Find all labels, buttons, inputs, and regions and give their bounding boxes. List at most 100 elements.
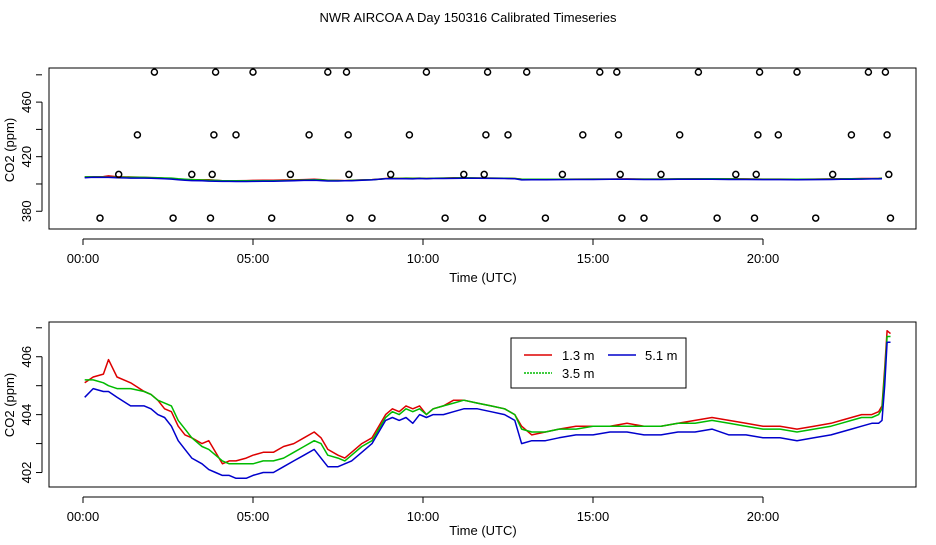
calibration-point	[114, 170, 123, 179]
calibration-point	[344, 131, 352, 139]
calibration-point	[211, 68, 220, 76]
calibration-point	[732, 170, 740, 179]
top-x-tick-label: 05:00	[237, 251, 270, 266]
calibration-point	[133, 131, 142, 139]
top-plot-frame	[48, 67, 917, 230]
calibration-point	[886, 214, 895, 222]
calibration-point	[541, 214, 550, 222]
legend-label-3-5m: 3.5 m	[562, 366, 595, 381]
calibration-point	[522, 68, 531, 76]
calibration-point	[883, 131, 891, 139]
calibration-point	[847, 131, 856, 139]
series-line-1-3-m	[84, 329, 891, 465]
top-x-tick-label: 20:00	[747, 251, 780, 266]
top-x-label: Time (UTC)	[449, 270, 516, 285]
calibration-point	[422, 68, 431, 76]
calibration-point	[482, 131, 490, 139]
chart-title: NWR AIRCOA A Day 150316 Calibrated Times…	[320, 10, 617, 25]
calibration-point	[483, 68, 492, 76]
top-x-tick-label: 00:00	[67, 251, 100, 266]
calibration-point	[694, 68, 703, 76]
calibration-point	[752, 170, 760, 179]
top-x-axis: 00:00 05:00 10:00 15:00 20:00	[67, 238, 780, 266]
calibration-point	[346, 214, 354, 222]
calibration-point	[793, 68, 801, 76]
calibration-point	[881, 68, 890, 76]
bottom-y-axis: 402 404 406	[19, 327, 43, 484]
series-line-3-5-m	[84, 335, 891, 465]
calibration-point	[208, 170, 216, 179]
top-y-tick-label: 380	[19, 200, 34, 222]
calibration-point	[460, 170, 468, 179]
calibration-point	[613, 68, 621, 76]
bottom-x-tick-label: 15:00	[577, 509, 610, 524]
legend-label-5-1m: 5.1 m	[645, 348, 678, 363]
calibration-point	[596, 68, 604, 76]
calibration-point	[324, 68, 332, 76]
calibration-point	[750, 214, 759, 222]
bottom-plot-area	[84, 329, 891, 480]
bottom-panel: 00:00 05:00 10:00 15:00 20:00 402 404 406 Time…	[2, 321, 917, 538]
top-series-line-5-1-m	[84, 176, 883, 183]
calibration-point	[504, 131, 512, 139]
calibration-point	[657, 170, 665, 179]
bottom-y-tick-label: 402	[19, 462, 34, 484]
legend-label-1-3m: 1.3 m	[562, 348, 595, 363]
calibration-point	[286, 170, 295, 179]
calibration-point	[206, 214, 215, 222]
calibration-point	[386, 170, 395, 179]
calibration-point	[675, 131, 684, 139]
calibration-point	[441, 214, 449, 222]
legend-box	[510, 337, 687, 389]
bottom-plot-frame	[48, 321, 917, 488]
calibration-point	[210, 131, 218, 139]
bottom-y-tick-label: 406	[19, 346, 34, 368]
calibration-point	[150, 68, 159, 76]
calibration-point	[754, 131, 762, 139]
calibration-point	[96, 214, 104, 222]
calibration-point	[405, 131, 414, 139]
calibration-point	[169, 214, 177, 222]
calibration-point	[579, 131, 587, 139]
bottom-y-label: CO2 (ppm)	[2, 373, 17, 437]
calibration-point	[342, 68, 351, 76]
calibration-point	[755, 68, 764, 76]
top-x-tick-label: 15:00	[577, 251, 610, 266]
bottom-x-tick-label: 00:00	[67, 509, 100, 524]
series-line-5-1-m	[84, 341, 891, 480]
calibration-point	[345, 170, 353, 179]
bottom-x-axis: 00:00 05:00 10:00 15:00 20:00	[67, 496, 780, 524]
top-x-tick-label: 10:00	[407, 251, 440, 266]
calibration-point	[811, 214, 820, 222]
calibration-point	[188, 170, 196, 179]
calibration-point	[232, 131, 240, 139]
calibration-point	[713, 214, 721, 222]
bottom-x-tick-label: 10:00	[407, 509, 440, 524]
bottom-x-tick-label: 05:00	[237, 509, 270, 524]
top-y-axis: 380 420 460	[19, 74, 43, 222]
calibration-point	[249, 68, 257, 76]
bottom-x-tick-label: 20:00	[747, 509, 780, 524]
calibration-point	[267, 214, 276, 222]
bottom-y-tick-label: 404	[19, 404, 34, 426]
calibration-point	[618, 214, 626, 222]
legend: 1.3 m 5.1 m 3.5 m	[510, 337, 687, 389]
calibration-point	[774, 131, 783, 139]
top-y-label: CO2 (ppm)	[2, 118, 17, 182]
calibration-point	[368, 214, 376, 222]
calibration-point	[480, 170, 488, 179]
calibration-point	[305, 131, 313, 139]
calibration-point	[864, 68, 873, 76]
calibration-point	[640, 214, 648, 222]
top-panel: 00:00 05:00 10:00 15:00 20:00 380 420 460 Time…	[2, 67, 917, 285]
calibration-point	[828, 170, 837, 179]
calibration-point	[614, 131, 623, 139]
top-y-tick-label: 460	[19, 91, 34, 113]
calibration-point	[885, 170, 893, 179]
bottom-x-label: Time (UTC)	[449, 523, 516, 538]
top-plot-area	[84, 68, 895, 222]
top-y-tick-label: 420	[19, 146, 34, 168]
calibration-point	[616, 170, 624, 179]
calibration-point	[558, 170, 567, 179]
